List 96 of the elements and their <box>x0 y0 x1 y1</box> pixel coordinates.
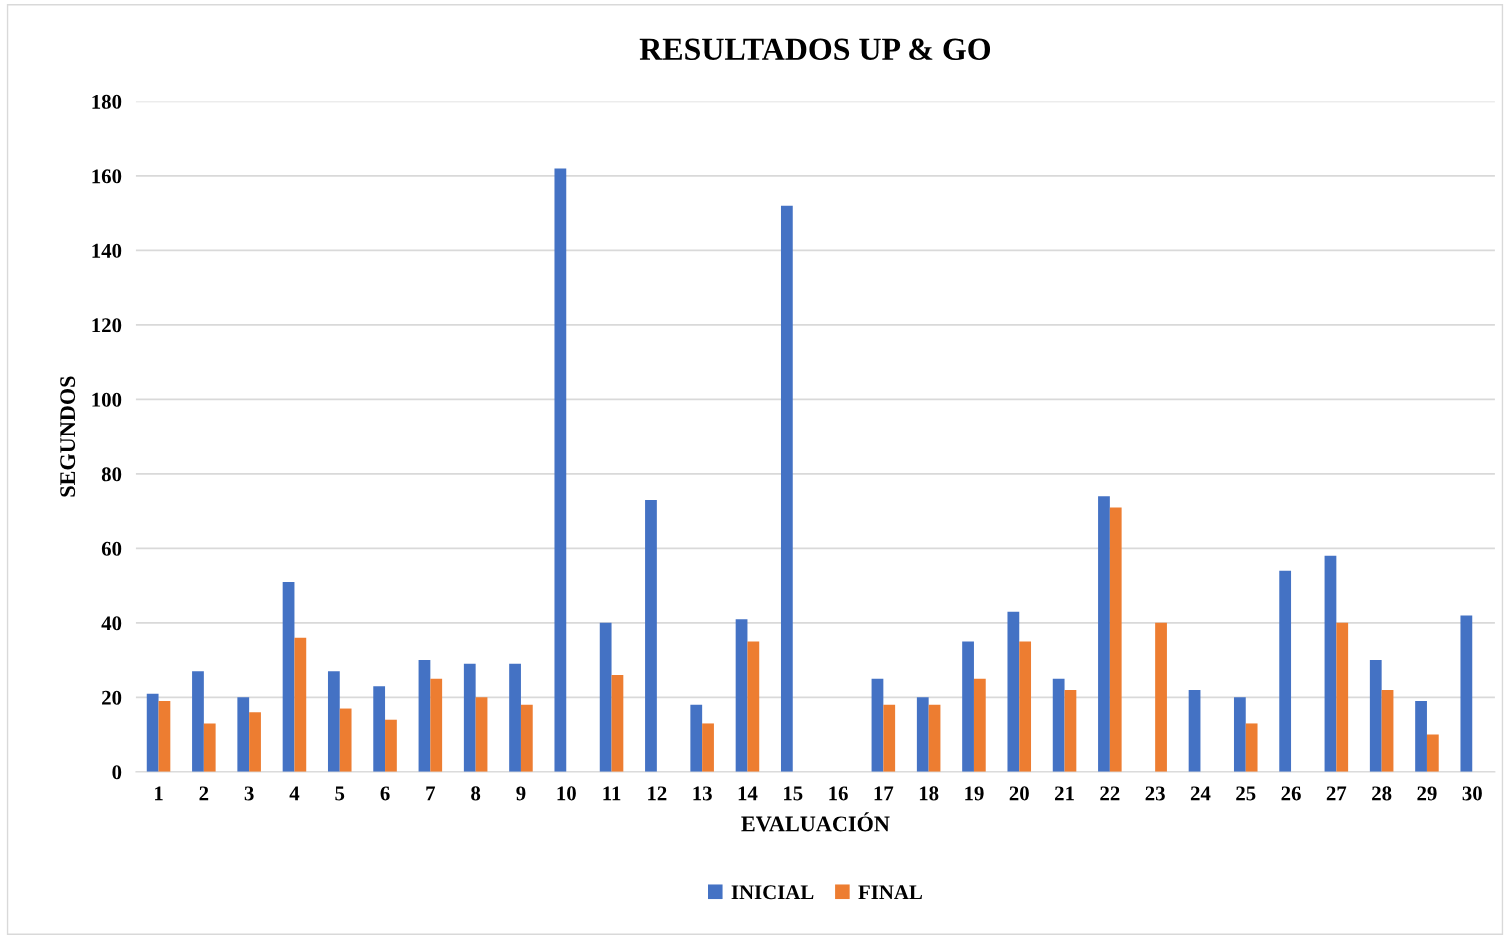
bar <box>509 663 521 772</box>
bar <box>1064 689 1077 772</box>
bar <box>475 697 488 772</box>
bar <box>611 675 624 772</box>
bar <box>1324 555 1337 772</box>
x-tick-label: 11 <box>603 786 621 801</box>
bar <box>1426 734 1439 772</box>
bar <box>735 619 748 772</box>
bar <box>418 660 431 772</box>
bar <box>1369 660 1382 772</box>
x-tick-label: 21 <box>1055 786 1074 801</box>
x-axis-title: EVALUACIÓN <box>741 812 890 832</box>
bar <box>1007 611 1020 772</box>
x-tick-label: 28 <box>1372 786 1392 801</box>
bar <box>645 499 657 772</box>
y-tick-label: 100 <box>92 392 122 407</box>
legend-label: INICIAL <box>731 885 814 900</box>
x-tick-label: 26 <box>1281 786 1301 801</box>
x-tick-label: 8 <box>471 786 481 801</box>
bar <box>1188 689 1201 772</box>
x-tick-label: 15 <box>784 786 803 801</box>
bar <box>916 697 929 772</box>
x-tick-label: 10 <box>557 786 576 801</box>
x-tick-label: 2 <box>199 786 209 801</box>
bar <box>1381 689 1394 772</box>
bar <box>1233 697 1246 772</box>
x-tick-label: 6 <box>380 786 390 801</box>
bar <box>1279 570 1292 772</box>
bar <box>463 663 476 772</box>
y-axis-title: SEGUNDOS <box>60 376 76 497</box>
bar <box>1052 678 1065 772</box>
x-tick-label: 30 <box>1462 786 1482 801</box>
x-tick-label: 19 <box>965 786 984 801</box>
y-tick-label: 160 <box>92 169 122 184</box>
bar <box>1155 622 1167 772</box>
chart-title: RESULTADOS UP & GO <box>639 38 991 61</box>
x-tick-label: 18 <box>919 786 939 801</box>
bar <box>554 168 567 772</box>
bar <box>339 708 352 772</box>
bar <box>1109 507 1122 772</box>
bar <box>520 704 533 772</box>
bar <box>883 704 896 772</box>
x-tick-label: 24 <box>1190 786 1211 801</box>
y-tick-label: 180 <box>92 94 122 109</box>
bar <box>928 704 941 772</box>
x-tick-label: 4 <box>289 786 300 801</box>
bar <box>871 678 884 772</box>
bar <box>385 719 397 772</box>
bar <box>203 723 216 772</box>
x-tick-label: 9 <box>516 786 526 801</box>
bar <box>282 581 295 772</box>
bar <box>294 637 307 772</box>
bar <box>430 678 443 772</box>
x-tick-label: 7 <box>426 786 436 801</box>
x-tick-label: 13 <box>693 786 712 801</box>
legend-label: FINAL <box>858 885 922 900</box>
bar <box>1098 496 1110 772</box>
bar <box>1460 615 1473 772</box>
bar <box>1415 701 1427 772</box>
bar <box>747 641 760 772</box>
x-tick-label: 12 <box>648 786 667 801</box>
x-tick-label: 22 <box>1100 786 1120 801</box>
bar <box>237 697 250 772</box>
x-tick-label: 29 <box>1417 786 1437 801</box>
bar <box>1245 723 1258 772</box>
x-tick-label: 1 <box>155 786 163 801</box>
bar <box>702 723 714 772</box>
y-tick-label: 40 <box>101 616 122 631</box>
x-tick-label: 3 <box>244 786 254 801</box>
bar <box>690 704 703 772</box>
bar <box>1019 641 1032 772</box>
y-tick-label: 80 <box>101 467 122 482</box>
y-tick-label: 60 <box>101 541 122 556</box>
bar <box>780 205 793 772</box>
x-tick-label: 14 <box>738 786 758 801</box>
bar <box>327 671 340 772</box>
x-tick-label: 5 <box>335 786 345 801</box>
bar <box>973 678 986 772</box>
bar <box>1336 622 1349 772</box>
bar <box>962 641 974 772</box>
x-tick-label: 25 <box>1236 786 1256 801</box>
y-tick-label: 0 <box>112 765 122 780</box>
x-tick-label: 16 <box>829 786 848 801</box>
bar <box>146 693 159 772</box>
x-tick-label: 27 <box>1326 786 1347 801</box>
bar <box>249 712 261 772</box>
x-tick-label: 20 <box>1009 786 1029 801</box>
bar <box>599 622 612 772</box>
x-tick-label: 23 <box>1145 786 1165 801</box>
y-tick-label: 140 <box>92 243 122 258</box>
bar <box>373 686 386 772</box>
bar <box>192 671 204 772</box>
y-tick-label: 20 <box>102 690 122 705</box>
x-tick-label: 17 <box>874 786 894 801</box>
y-tick-label: 120 <box>92 318 122 333</box>
bar <box>158 701 171 772</box>
